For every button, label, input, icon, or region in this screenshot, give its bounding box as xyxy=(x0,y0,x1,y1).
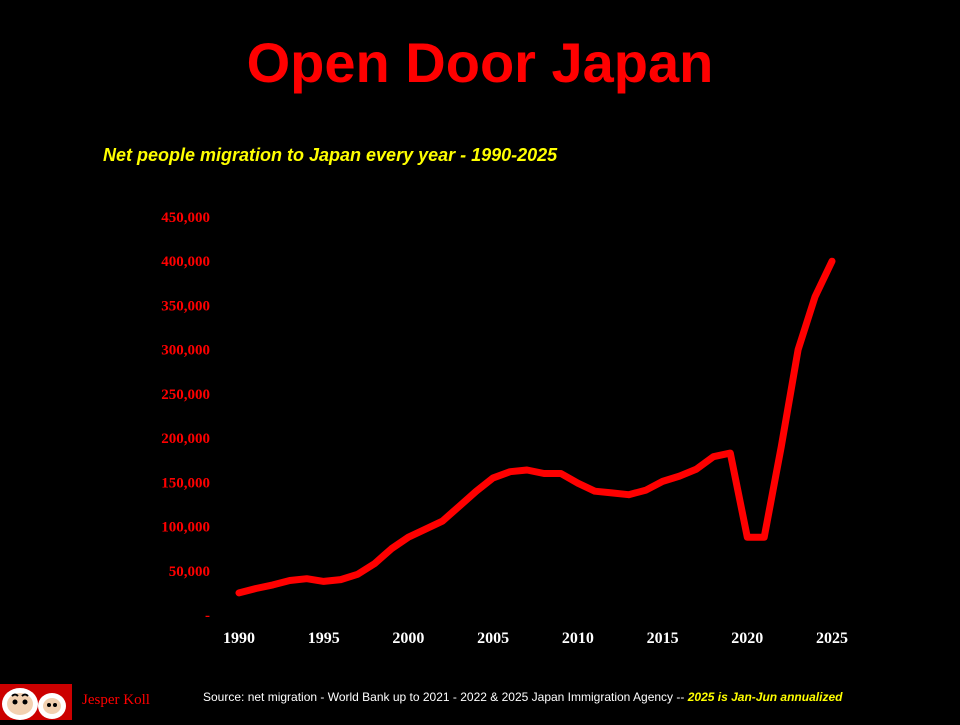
x-tick-label: 1990 xyxy=(223,630,255,647)
chart-title: Net people migration to Japan every year… xyxy=(103,145,558,165)
page-title: Open Door Japan xyxy=(246,31,714,94)
y-axis-ticks: - 50,000 100,000 150,000 200,000 250,000 300,0… xyxy=(161,210,210,624)
x-tick-label: 2005 xyxy=(477,630,509,647)
y-tick-label: 100,000 xyxy=(161,520,210,536)
source-text: Source: net migration - World Bank up to… xyxy=(203,690,688,704)
y-tick-label: 250,000 xyxy=(161,387,210,403)
y-tick-label: 200,000 xyxy=(161,431,210,447)
y-tick-label: 50,000 xyxy=(169,564,210,580)
x-tick-label: 2015 xyxy=(647,630,679,647)
x-tick-label: 2020 xyxy=(731,630,763,647)
y-tick-label: 150,000 xyxy=(161,475,210,491)
y-tick-label: - xyxy=(205,608,210,624)
daruma-doll-logo xyxy=(0,684,72,720)
series-lines xyxy=(235,257,836,597)
y-tick-label: 350,000 xyxy=(161,298,210,314)
x-tick-label: 1995 xyxy=(308,630,340,647)
author-name: Jesper Koll xyxy=(82,692,150,708)
y-tick-label: 450,000 xyxy=(161,210,210,226)
x-tick-label: 2010 xyxy=(562,630,594,647)
x-axis-ticks: 1990 1995 2000 2005 2010 2015 2020 2025 xyxy=(223,630,848,647)
y-tick-label: 300,000 xyxy=(161,343,210,359)
annualized-note: 2025 is Jan-Jun annualized xyxy=(687,690,843,704)
x-tick-label: 2025 xyxy=(816,630,848,647)
series-line-net-migration xyxy=(235,257,836,597)
y-tick-label: 400,000 xyxy=(161,254,210,270)
source-note: Source: net migration - World Bank up to… xyxy=(203,690,842,704)
x-tick-label: 2000 xyxy=(392,630,424,647)
